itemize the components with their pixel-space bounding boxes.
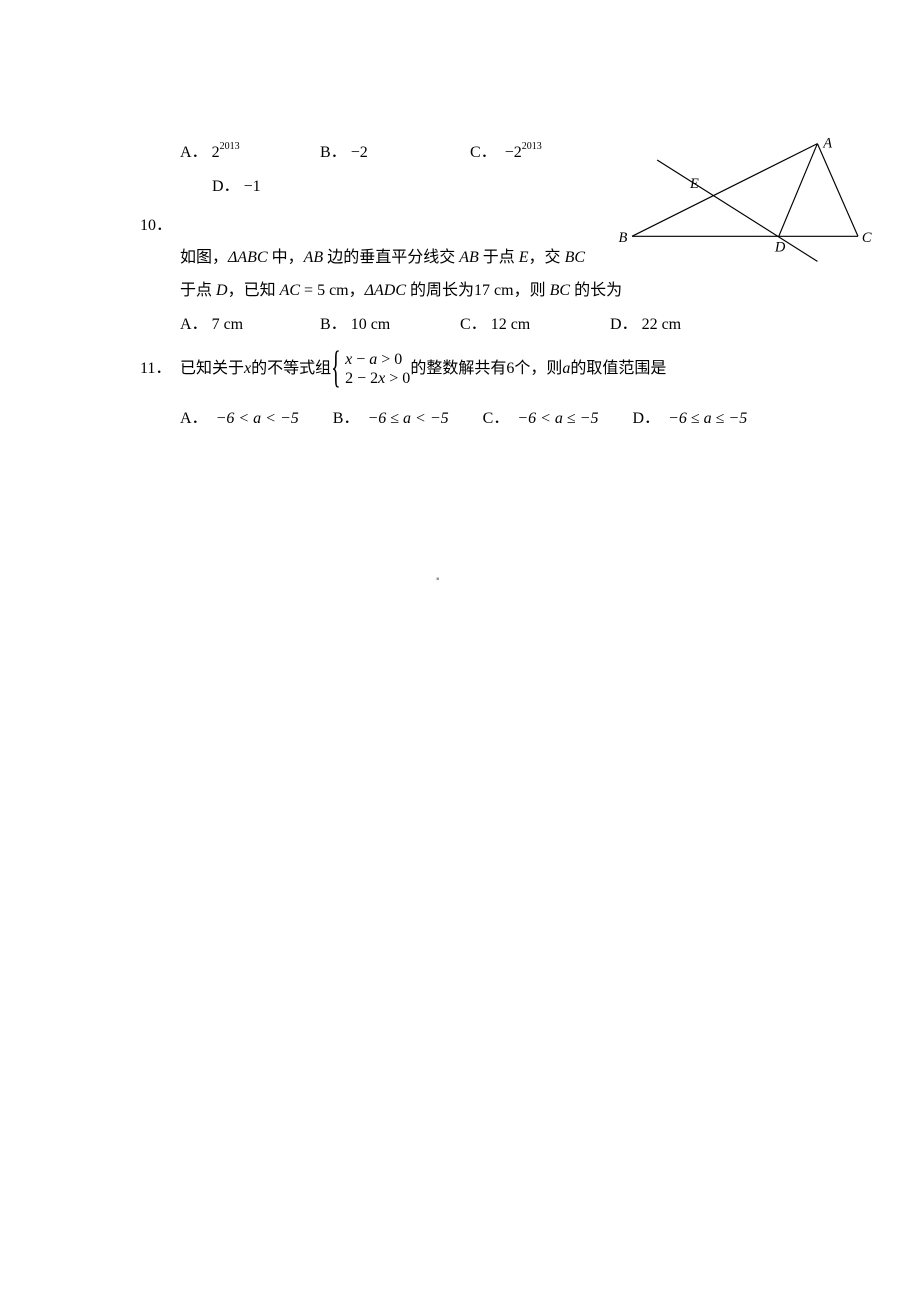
q9-option-c: C． −22013: [470, 140, 610, 166]
q9-option-a: A． 22013: [180, 140, 320, 166]
q11-number: 11．: [140, 356, 180, 382]
q9-option-d: D． −1: [212, 174, 261, 200]
q11-option-a: A． −6 < a < −5: [180, 406, 299, 432]
q10-delta-abc: ΔABC: [228, 249, 268, 266]
svg-text:D: D: [774, 240, 786, 256]
svg-text:A: A: [822, 135, 832, 151]
q10-options: A． 7 cm B． 10 cm C． 12 cm D． 22 cm: [140, 312, 860, 338]
q11-option-d: D． −6 ≤ a ≤ −5: [632, 406, 747, 432]
q11-inequality-system: x − a > 0 2 − 2x > 0: [331, 350, 410, 388]
q10-option-b: B． 10 cm: [320, 312, 460, 338]
q10-option-d: D． 22 cm: [610, 312, 681, 338]
footer-mark: ▪: [436, 572, 440, 588]
svg-text:B: B: [619, 230, 628, 246]
svg-text:C: C: [862, 230, 872, 246]
q11-option-b: B． −6 ≤ a < −5: [333, 406, 449, 432]
q10-text-line-2: 于点 D，已知 AC = 5 cm，ΔADC 的周长为17 cm，则 BC 的长…: [140, 278, 860, 304]
q10-option-a: A． 7 cm: [180, 312, 320, 338]
q11-option-c: C． −6 < a ≤ −5: [483, 406, 599, 432]
q10-option-c: C． 12 cm: [460, 312, 610, 338]
q11-options: A． −6 < a < −5 B． −6 ≤ a < −5 C． −6 < a …: [140, 406, 860, 432]
q11-text: 11． 已知关于 x 的不等式组 x − a > 0 2 − 2x > 0 的整…: [140, 350, 860, 388]
q9-option-b: B． −2: [320, 140, 470, 166]
svg-text:E: E: [689, 176, 699, 192]
q10-triangle-figure: A B C D E: [610, 132, 880, 272]
